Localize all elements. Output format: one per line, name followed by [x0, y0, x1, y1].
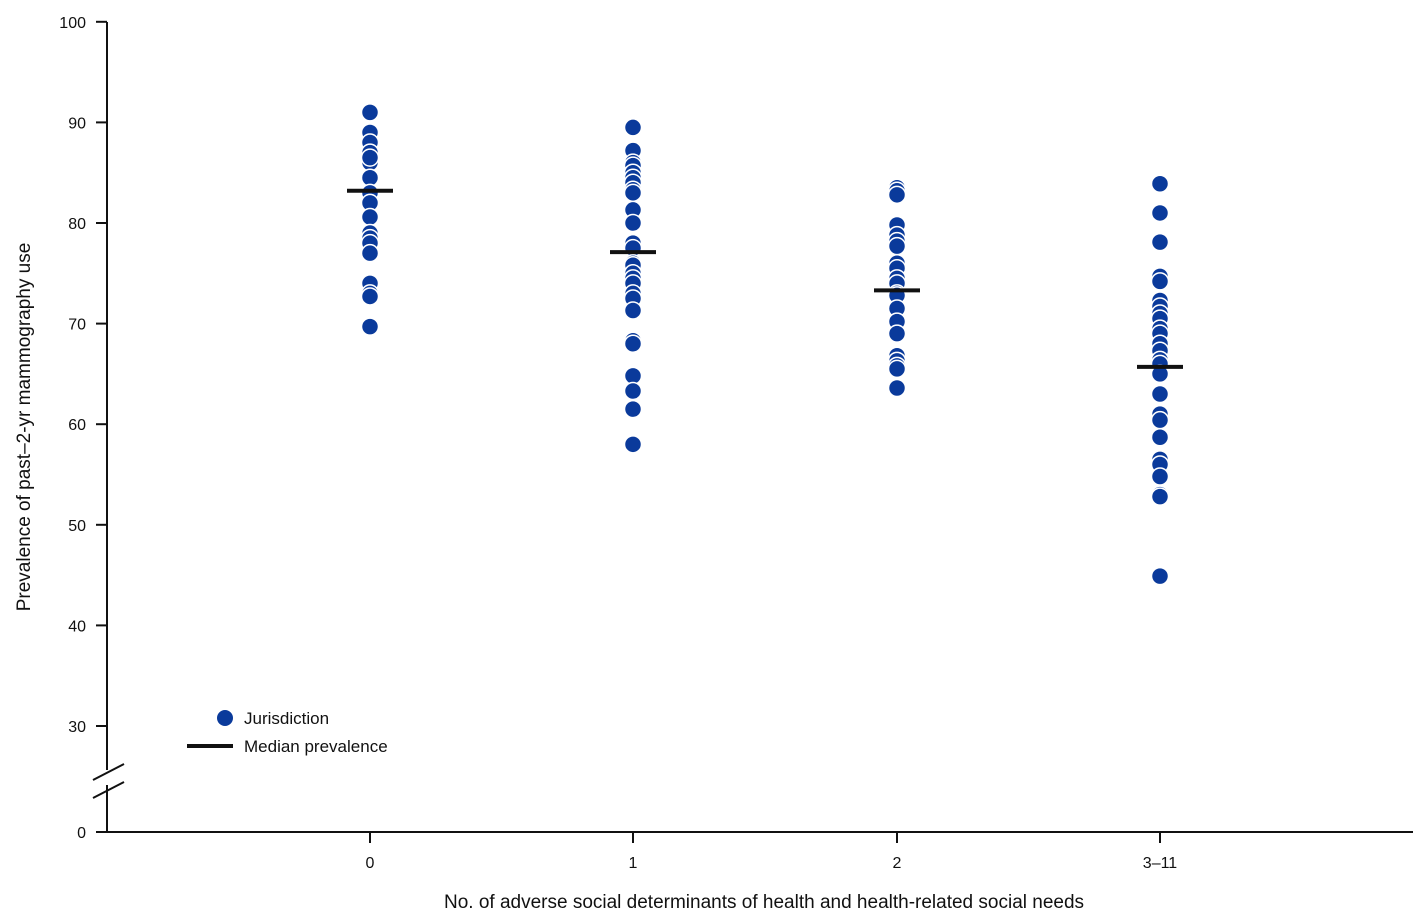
jurisdiction-point	[623, 183, 643, 203]
y-axis-break-mark	[92, 763, 125, 781]
jurisdiction-point	[623, 118, 643, 137]
jurisdiction-point	[623, 435, 643, 454]
y-axis-break-mark	[92, 781, 125, 799]
jurisdiction-point	[887, 236, 907, 256]
x-axis-ticks: 0 1 2 3–11	[366, 832, 1178, 872]
axes	[92, 22, 1413, 833]
jurisdiction-point	[360, 317, 380, 336]
y-tick-label: 70	[68, 317, 86, 334]
y-axis-ticks: 0 30 40 50 60 70 80 90 100	[59, 15, 107, 842]
jurisdiction-point	[1150, 384, 1170, 404]
jurisdiction-point	[623, 399, 643, 419]
x-tick-label: 2	[893, 855, 902, 872]
y-tick-label: 60	[68, 417, 86, 434]
jurisdiction-point	[1150, 467, 1170, 486]
jurisdiction-point	[1150, 232, 1170, 252]
jurisdiction-point	[1150, 203, 1170, 223]
jurisdiction-point	[1150, 272, 1170, 291]
jurisdiction-point	[1150, 174, 1170, 194]
jurisdiction-point	[887, 185, 907, 205]
jurisdiction-point	[360, 148, 380, 167]
legend-median-label: Median prevalence	[244, 737, 388, 756]
y-tick-label: 40	[68, 618, 86, 635]
jurisdiction-point	[1150, 428, 1170, 447]
jurisdiction-point	[887, 378, 907, 398]
jurisdiction-point	[360, 207, 380, 227]
x-tick-label: 1	[629, 855, 638, 872]
legend: Jurisdiction Median prevalence	[187, 709, 388, 756]
jurisdiction-point	[1150, 487, 1170, 506]
jurisdiction-point	[623, 334, 643, 353]
jurisdiction-points	[360, 103, 1170, 586]
median-lines	[347, 188, 1183, 369]
legend-jurisdiction-marker	[217, 710, 233, 726]
x-tick-label: 3–11	[1143, 855, 1178, 872]
legend-jurisdiction-label: Jurisdiction	[244, 709, 329, 728]
jurisdiction-point	[360, 243, 380, 263]
jurisdiction-point	[360, 287, 380, 306]
y-tick-label: 30	[68, 719, 86, 736]
jurisdiction-point	[1150, 410, 1170, 430]
x-tick-label: 0	[366, 855, 375, 872]
jurisdiction-point	[887, 324, 907, 343]
y-tick-label: 90	[68, 115, 86, 132]
y-tick-label: 0	[77, 825, 86, 842]
x-axis-title: No. of adverse social determinants of he…	[444, 892, 1084, 911]
y-tick-label: 50	[68, 518, 86, 535]
y-axis-title: Prevalence of past–2-yr mammography use	[14, 243, 35, 612]
jurisdiction-point	[360, 103, 380, 122]
y-tick-label: 80	[68, 216, 86, 233]
jurisdiction-point	[623, 213, 643, 233]
jurisdiction-point	[1150, 566, 1170, 586]
y-tick-label: 100	[59, 15, 86, 32]
jurisdiction-point	[887, 359, 907, 379]
jurisdiction-point	[623, 381, 643, 401]
jurisdiction-point	[623, 301, 643, 320]
